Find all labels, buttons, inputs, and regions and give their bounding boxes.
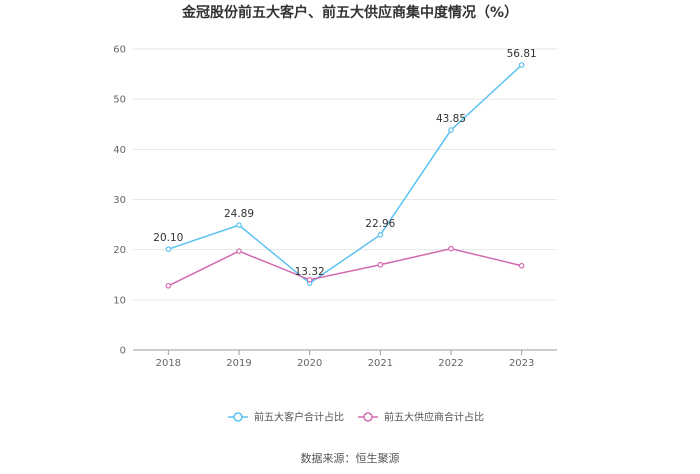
- x-tick-label-2022: 2022: [438, 358, 463, 369]
- axes: 0 10 20 30 40 50 60 2018 2019 2020 2021 2022 2023: [113, 45, 557, 369]
- series-1-point-2019: [236, 222, 242, 228]
- legend-marker-2: [363, 412, 373, 422]
- legend-marker-1: [233, 412, 243, 422]
- y-tick-label-60: 60: [113, 45, 126, 56]
- series-2-point-2020: [306, 276, 313, 283]
- series-1-point-2021: [377, 232, 384, 238]
- data-label-2019: 24.89: [224, 208, 254, 220]
- chart-title: 金冠股份前五大客户、前五大供应商集中度情况（%）: [181, 4, 518, 21]
- y-tick-label-50: 50: [113, 95, 126, 106]
- series-line-2: [168, 247, 522, 287]
- series-2-point-2018: [165, 282, 172, 289]
- series-2-point-2019: [236, 248, 242, 254]
- grid: [133, 48, 557, 301]
- series-1-point-2022: [448, 127, 454, 133]
- x-tick-label-2021: 2021: [368, 358, 393, 369]
- x-tick-label-2019: 2019: [226, 358, 251, 369]
- series-2-point-2021: [377, 261, 384, 268]
- y-tick-label-30: 30: [113, 195, 126, 206]
- legend-label-2: 前五大供应商合计占比: [384, 411, 484, 424]
- legend: 前五大客户合计占比 前五大供应商合计占比: [228, 411, 484, 424]
- data-labels: 20.10 24.89 13.32 22.96 43.85 56.81: [153, 48, 536, 278]
- data-label-2020: 13.32: [295, 266, 325, 278]
- y-tick-label-40: 40: [113, 145, 126, 156]
- series-layer: [165, 62, 525, 289]
- series-1-point-2023: [518, 62, 525, 68]
- data-label-2022: 43.85: [436, 113, 466, 125]
- series-2-point-2022: [448, 245, 454, 252]
- y-tick-label-10: 10: [113, 295, 126, 306]
- series-1-point-2018: [165, 246, 172, 252]
- legend-label-1: 前五大客户合计占比: [254, 411, 344, 424]
- x-tick-label-2020: 2020: [297, 358, 322, 369]
- series-2-point-2023: [518, 262, 525, 269]
- data-label-2018: 20.10: [153, 232, 183, 244]
- data-label-2023: 56.81: [507, 48, 537, 60]
- series-line-1: [168, 64, 523, 285]
- y-tick-label-0: 0: [120, 346, 126, 357]
- x-tick-label-2018: 2018: [156, 358, 181, 369]
- source-note: 数据来源：恒生聚源: [301, 451, 400, 465]
- y-tick-label-20: 20: [113, 245, 126, 256]
- data-label-2021: 22.96: [365, 218, 395, 230]
- x-tick-label-2023: 2023: [509, 358, 534, 369]
